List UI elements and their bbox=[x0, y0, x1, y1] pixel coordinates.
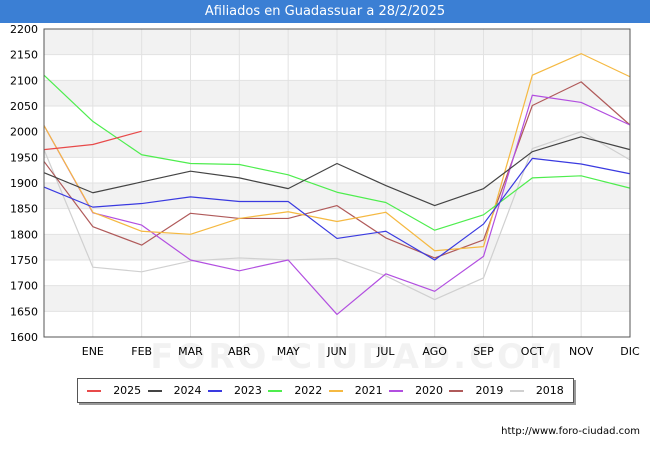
x-tick-label: JUL bbox=[376, 345, 395, 358]
x-tick-label: MAR bbox=[178, 345, 203, 358]
x-tick-label: AGO bbox=[422, 345, 447, 358]
legend-item-2022: 2022 bbox=[268, 384, 322, 397]
watermark-text: FORO-CIUDAD.COM bbox=[150, 337, 566, 377]
legend-swatch bbox=[87, 389, 102, 392]
legend-swatch bbox=[147, 389, 162, 392]
series-line-2025 bbox=[43, 130, 142, 151]
legend-swatch bbox=[328, 389, 343, 392]
y-tick-label: 2100 bbox=[10, 74, 38, 87]
series-line-2020 bbox=[43, 94, 631, 316]
legend-item-2023: 2023 bbox=[207, 384, 262, 397]
x-tick-label: NOV bbox=[569, 345, 594, 358]
y-tick-label: 1700 bbox=[10, 280, 38, 293]
x-tick-label: ABR bbox=[228, 345, 251, 358]
legend-item-2025: 2025 bbox=[87, 384, 141, 397]
y-tick-label: 1750 bbox=[10, 254, 38, 267]
legend-label: 2018 bbox=[535, 384, 564, 397]
y-tick-label: 2050 bbox=[10, 100, 38, 113]
y-tick-label: 1900 bbox=[10, 177, 38, 190]
legend-label: 2020 bbox=[415, 384, 444, 397]
legend-item-2020: 2020 bbox=[389, 384, 443, 397]
x-tick-label: OCT bbox=[521, 345, 544, 358]
legend-label: 2023 bbox=[233, 384, 262, 397]
x-tick-label: JUN bbox=[326, 345, 347, 358]
y-tick-label: 2000 bbox=[10, 126, 38, 139]
legend-label: 2024 bbox=[173, 384, 202, 397]
x-tick-label: FEB bbox=[131, 345, 152, 358]
legend-item-2019: 2019 bbox=[449, 384, 503, 397]
y-tick-label: 1650 bbox=[10, 305, 38, 318]
legend-swatch bbox=[449, 389, 464, 392]
legend-label: 2021 bbox=[354, 384, 383, 397]
legend-item-2021: 2021 bbox=[328, 384, 383, 397]
x-tick-label: ENE bbox=[82, 345, 104, 358]
legend-label: 2019 bbox=[475, 384, 504, 397]
legend-item-2018: 2018 bbox=[509, 384, 564, 397]
x-tick-label: MAY bbox=[277, 345, 300, 358]
legend-swatch bbox=[509, 389, 524, 392]
legend-swatch bbox=[207, 389, 222, 392]
y-tick-label: 1950 bbox=[10, 151, 38, 164]
legend-item-2024: 2024 bbox=[147, 384, 202, 397]
y-tick-label: 2200 bbox=[10, 23, 38, 36]
legend-label: 2022 bbox=[294, 384, 323, 397]
y-tick-label: 1850 bbox=[10, 203, 38, 216]
series-line-2022 bbox=[43, 74, 631, 231]
series-line-2019 bbox=[43, 81, 631, 259]
series-line-2024 bbox=[43, 136, 631, 207]
series-line-2021 bbox=[43, 53, 631, 252]
x-tick-label: DIC bbox=[620, 345, 640, 358]
y-tick-label: 1800 bbox=[10, 228, 38, 241]
legend-swatch bbox=[268, 389, 283, 392]
series-line-2018 bbox=[43, 131, 631, 301]
x-tick-label: SEP bbox=[473, 345, 494, 358]
plot-frame bbox=[43, 28, 631, 338]
y-tick-label: 2150 bbox=[10, 49, 38, 62]
legend-label: 2025 bbox=[113, 384, 142, 397]
legend-swatch bbox=[389, 389, 404, 392]
series-line-2023 bbox=[43, 157, 631, 261]
y-tick-label: 1600 bbox=[10, 331, 38, 344]
chart-title: Afiliados en Guadassuar a 28/2/2025 bbox=[0, 0, 650, 23]
source-url: http://www.foro-ciudad.com bbox=[501, 426, 640, 437]
chart-legend: 2025 2024 2023 2022 2021 2020 2019 2018 bbox=[77, 378, 574, 403]
